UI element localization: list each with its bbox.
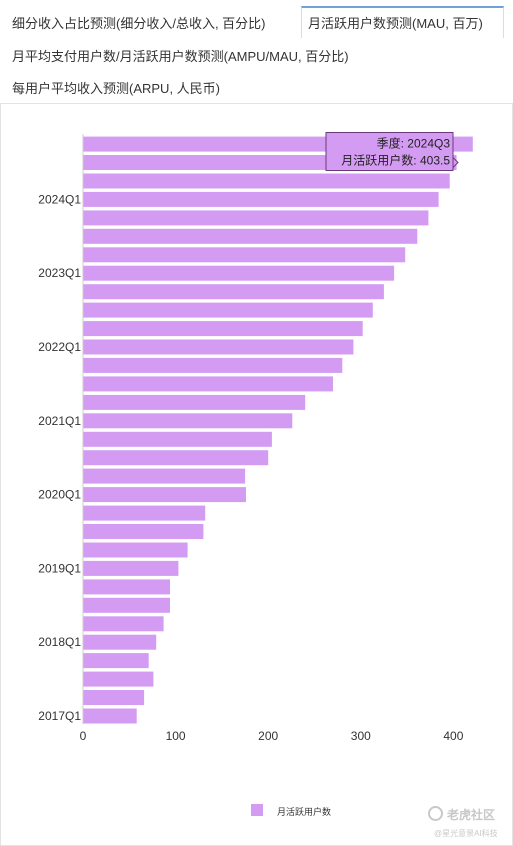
bar-2017Q1[interactable] [83,708,137,724]
bar-2017Q3[interactable] [83,671,154,687]
legend-swatch [251,804,263,816]
tooltip-box [325,132,454,171]
x-tick-label: 0 [80,729,87,743]
tooltip: 季度: 2024Q3 月活跃用户数: 403.5 [325,132,459,171]
bar-2024Q2[interactable] [83,173,450,189]
bar-2019Q2[interactable] [83,542,188,558]
bar-2023Q3[interactable] [83,228,418,244]
bar-2024Q1[interactable] [83,191,439,207]
mau-bar-chart: 2017Q1 2018Q1 2019Q1 2020Q1 2021Q1 2022Q1 2023… [38,132,473,817]
bar-2021Q1[interactable] [83,413,293,429]
bar-2021Q3[interactable] [83,376,333,392]
bar-2022Q1[interactable] [83,339,354,355]
y-tick-label: 2021Q1 [38,414,81,428]
bar-2020Q1[interactable] [83,487,246,503]
bar-2019Q4[interactable] [83,505,206,521]
bar-2017Q4[interactable] [83,653,149,669]
tab-bar: 细分收入占比预测(细分收入/总收入, 百分比) 月活跃用户数预测(MAU, 百万… [0,0,513,104]
bar-2020Q3[interactable] [83,450,269,466]
bar-2022Q2[interactable] [83,321,363,337]
y-tick-label: 2018Q1 [38,635,81,649]
tooltip-line-value: 月活跃用户数: 403.5 [341,153,450,168]
y-tick-label: 2020Q1 [38,488,81,502]
bar-2022Q3[interactable] [83,302,373,318]
bar-2021Q2[interactable] [83,394,306,410]
bar-2017Q2[interactable] [83,690,145,705]
y-axis-labels: 2017Q1 2018Q1 2019Q1 2020Q1 2021Q1 2022Q1 2023… [38,192,81,723]
y-tick-label: 2019Q1 [38,561,81,575]
x-tick-label: 100 [166,729,186,743]
bar-2020Q2[interactable] [83,468,246,484]
watermark-text: 老虎社区 [447,808,496,822]
tab-ampu-mau[interactable]: 月平均支付用户数/月活跃用户数预测(AMPU/MAU, 百分比) [12,49,349,64]
bar-2022Q4[interactable] [83,284,384,300]
x-tick-label: 300 [351,729,371,743]
bar-group [83,136,473,724]
bar-2018Q4[interactable] [83,579,170,595]
bar-2023Q2[interactable] [83,247,406,263]
y-tick-label: 2023Q1 [38,266,81,280]
bar-2021Q4[interactable] [83,357,343,373]
bar-2019Q1[interactable] [83,560,179,576]
bar-2023Q1[interactable] [83,265,395,281]
tab-arpu[interactable]: 每用户平均收入预测(ARPU, 人民币) [12,81,221,96]
bar-2018Q3[interactable] [83,597,170,613]
y-tick-label: 2017Q1 [38,709,81,723]
bar-2020Q4[interactable] [83,431,272,447]
watermark-logo-icon [428,806,443,821]
watermark-subtext: @星光意景AI科技 [434,829,498,838]
bar-2018Q1[interactable] [83,634,157,650]
bar-2023Q4[interactable] [83,210,429,226]
legend-label: 月活跃用户数 [277,806,331,817]
y-tick-label: 2024Q1 [38,192,81,206]
x-tick-label: 400 [443,729,463,743]
tooltip-arrow [452,156,459,169]
y-tick-label: 2022Q1 [38,340,81,354]
tab-revenue-share[interactable]: 细分收入占比预测(细分收入/总收入, 百分比) [12,16,266,31]
tab-mau[interactable]: 月活跃用户数预测(MAU, 百万) [301,6,504,38]
bar-2018Q2[interactable] [83,616,164,632]
tooltip-line-quarter: 季度: 2024Q3 [377,136,451,151]
legend[interactable]: 月活跃用户数 [251,804,331,817]
bar-2019Q3[interactable] [83,524,204,539]
x-axis-labels: 0 100 200 300 400 [80,729,464,743]
x-tick-label: 200 [258,729,278,743]
